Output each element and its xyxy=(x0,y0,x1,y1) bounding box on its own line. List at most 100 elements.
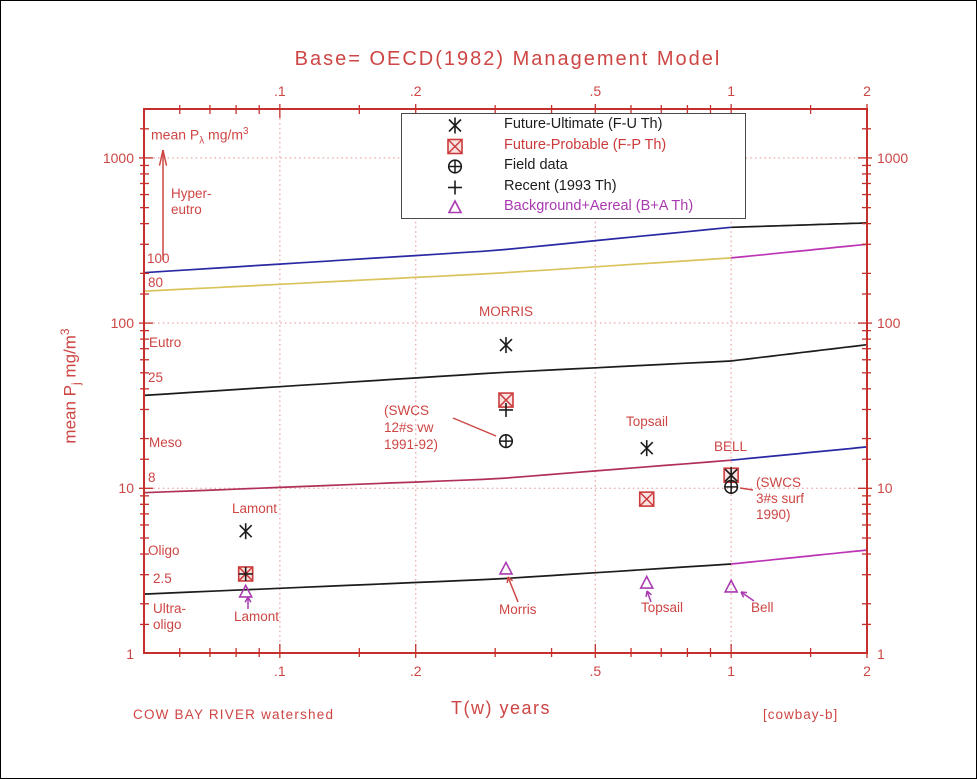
circle-plus-marker-icon xyxy=(444,157,468,176)
region-label-100: 100 xyxy=(147,251,170,266)
boundary-curve-80 xyxy=(143,257,732,293)
lamont-arrow-head xyxy=(247,596,252,603)
y-tick-label-right: 10 xyxy=(877,480,893,497)
chart-title: Base= OECD(1982) Management Model xyxy=(294,48,722,70)
y-axis-label-sup: 3 xyxy=(58,328,72,336)
y-tick-label-right: 1000 xyxy=(877,149,909,166)
p-lambda-sup: 3 xyxy=(243,126,249,137)
p-lambda-axis-arrow-head xyxy=(162,149,168,166)
site-label-topsail: Topsail xyxy=(626,414,669,429)
x-tick-label-bottom: .1 xyxy=(274,663,286,679)
x-tick-label-top: 1 xyxy=(727,83,736,99)
legend-label: Background+Aereal (B+A Th) xyxy=(504,198,694,214)
topsail-arrow xyxy=(646,590,652,603)
ba-triangle-marker xyxy=(639,574,655,589)
site-label-bell: Bell xyxy=(751,600,774,615)
boundary-curve-25 xyxy=(143,360,732,397)
site-label-topsail: Topsail xyxy=(641,600,684,615)
y-tick-label-right: 100 xyxy=(877,315,901,332)
boundary-curve-8-right xyxy=(731,446,868,462)
x-tick-label-bottom: .5 xyxy=(589,663,602,679)
fu-asterisk-marker xyxy=(724,468,738,482)
bell-arrow xyxy=(740,591,755,602)
legend-item-future-ultimate: Future-Ultimate (F-U Th) xyxy=(402,116,745,135)
legend-label: Field data xyxy=(504,157,568,173)
x-tick-label-bottom: .2 xyxy=(409,663,422,679)
x-tick-label-bottom: 1 xyxy=(727,663,736,679)
region-label-hyper: Hyper- xyxy=(171,186,212,201)
p-lambda-sub: λ xyxy=(199,135,205,147)
y-axis-label-mid: mg/m xyxy=(60,335,80,383)
site-label-morris: Morris xyxy=(499,602,537,617)
plot-id-tag: [cowbay-b] xyxy=(763,707,839,722)
plus-marker-icon xyxy=(444,178,468,197)
axis-frame xyxy=(143,108,868,654)
region-label-oligo: Oligo xyxy=(148,543,180,558)
x-tick-label-bottom: 2 xyxy=(863,663,871,679)
fu-asterisk-marker xyxy=(640,441,654,455)
boundary-curve-8 xyxy=(143,459,732,494)
y-tick-label-left: 100 xyxy=(110,315,134,332)
fp-boxed-x-marker xyxy=(639,491,655,507)
legend-label: Future-Probable (F-P Th) xyxy=(504,136,667,153)
morris-arrow-head xyxy=(507,576,514,582)
topsail-arrow-head xyxy=(646,590,652,596)
p-lambda-axis-arrow-head xyxy=(158,149,164,166)
annotation-line: (SWCS xyxy=(756,475,801,490)
y-tick-label-left: 1 xyxy=(126,645,134,662)
region-label-meso: Meso xyxy=(149,435,183,450)
legend-item-recent: Recent (1993 Th) xyxy=(402,178,745,197)
y-tick-label-left: 10 xyxy=(118,480,134,497)
in-plot-p-lambda-label: mean Pλ mg/m3 xyxy=(151,126,249,146)
region-label-25: 2.5 xyxy=(153,571,172,586)
p-lambda-mid: mg/m xyxy=(204,126,244,143)
boundary-curve-100-right xyxy=(731,222,868,229)
x-tick-label-top: .1 xyxy=(274,83,286,99)
site-label-bell: BELL xyxy=(714,439,748,454)
x-tick-label-top: 2 xyxy=(863,83,871,99)
region-label-oligo: oligo xyxy=(153,617,182,632)
asterisk-marker-icon xyxy=(444,116,468,135)
site-label-lamont: Lamont xyxy=(232,501,278,516)
swcs-morris-pointer xyxy=(452,417,497,437)
ba-triangle-marker xyxy=(238,583,254,598)
boundary-curve-25-right xyxy=(730,343,868,362)
fu-asterisk-marker xyxy=(448,118,462,133)
boundary-curve-80-right xyxy=(731,243,868,259)
topsail-arrow-head xyxy=(645,590,648,598)
swcs-bell-pointer xyxy=(739,487,754,491)
annotation-line: 12#s vw xyxy=(384,420,434,435)
legend-item-future-probable: Future-Probable (F-P Th) xyxy=(402,137,745,156)
annotation-line: 1991-92) xyxy=(384,437,439,452)
lamont-arrow-head xyxy=(244,596,249,603)
ba-triangle-marker xyxy=(498,560,514,575)
y-axis-label-text: mean P xyxy=(60,384,80,444)
region-label-eutro: Eutro xyxy=(149,335,182,350)
y-tick-label-right: 1 xyxy=(877,645,885,662)
boundary-curve-2.5 xyxy=(143,563,732,595)
bell-arrow-head xyxy=(740,591,745,598)
ba-triangle-marker xyxy=(447,199,463,214)
morris-arrow-head xyxy=(506,576,509,584)
legend-box: Future-Ultimate (F-U Th) Future-Probable… xyxy=(401,113,746,219)
y-axis-label-sub: j xyxy=(69,382,84,385)
legend-label: Recent (1993 Th) xyxy=(504,177,617,194)
region-label-ultra: Ultra- xyxy=(153,601,186,616)
x-tick-label-top: .2 xyxy=(409,83,422,99)
legend-item-field-data: Field data xyxy=(402,157,745,176)
annotation-line: 3#s surf xyxy=(756,491,805,506)
fp-boxed-x-marker xyxy=(498,392,514,408)
fu-asterisk-marker xyxy=(499,338,513,352)
boxed-x-marker-icon xyxy=(444,137,468,156)
boundary-curve-2.5-right xyxy=(731,549,868,565)
site-label-lamont: Lamont xyxy=(234,609,280,624)
boundary-curve-100 xyxy=(143,226,732,274)
legend-item-background-aereal: Background+Aereal (B+A Th) xyxy=(402,198,745,217)
region-label-80: 80 xyxy=(148,275,164,290)
triangle-marker-icon xyxy=(444,198,468,217)
region-label-eutro: eutro xyxy=(171,202,202,217)
x-tick-label-top: .5 xyxy=(589,83,602,99)
legend-label: Future-Ultimate (F-U Th) xyxy=(504,116,663,132)
morris-arrow xyxy=(507,576,519,603)
